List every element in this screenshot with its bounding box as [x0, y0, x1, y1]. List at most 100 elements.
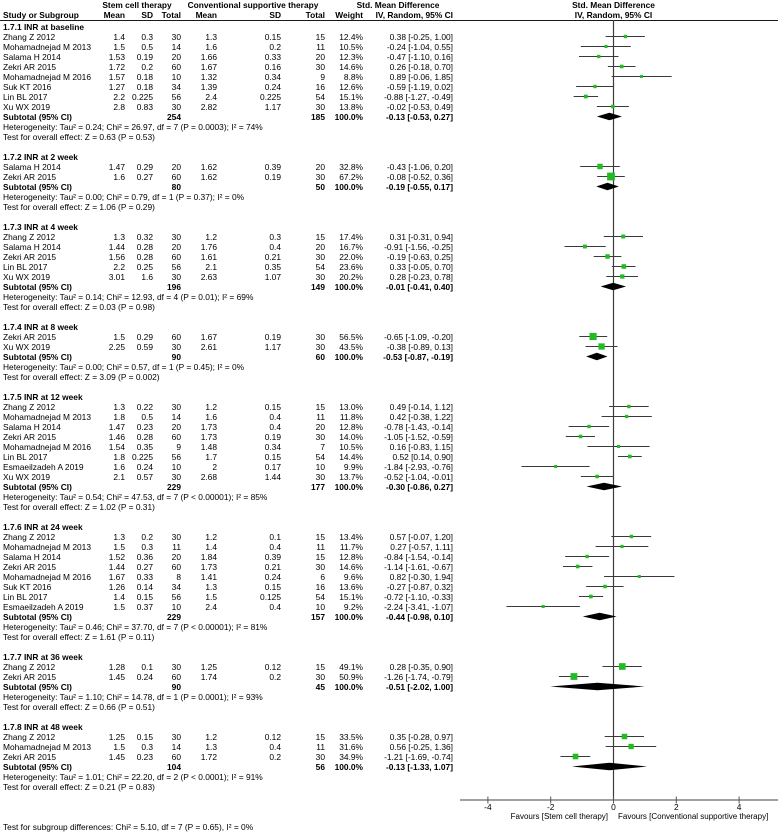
- ci-text: -1.05 [-1.52, -0.59]: [384, 431, 453, 442]
- spacer-row: [0, 382, 778, 392]
- subtotal-ci-text: -0.44 [-0.98, 0.10]: [385, 611, 453, 622]
- subtotal-total2: 50: [315, 181, 325, 192]
- sd1: 0.19: [136, 51, 153, 62]
- heterogeneity-text: Heterogeneity: Tau² = 1.10; Chi² = 14.78…: [3, 691, 263, 702]
- mean2: 1.62: [200, 171, 217, 182]
- total2: 54: [315, 261, 325, 272]
- subgroup-label-row: 1.7.1 INR at baseline: [0, 22, 778, 32]
- sd2: 0.4: [269, 741, 281, 752]
- sd2: 0.33: [264, 51, 281, 62]
- sd1: 0.5: [141, 41, 153, 52]
- col-sd1-header: SD: [141, 10, 153, 20]
- subtotal-sd1: [125, 112, 153, 122]
- sd2: 0.3: [269, 231, 281, 242]
- weight: 31.6%: [339, 741, 363, 752]
- ci-text: -2.24 [-3.41, -1.07]: [384, 601, 453, 612]
- weight: 12.8%: [339, 551, 363, 562]
- total1: 30: [171, 471, 181, 482]
- total2: 30: [315, 341, 325, 352]
- study-row: Suk KT 2016 1.26 0.14 34 1.3 0.15 16 13.6% -0.27…: [0, 582, 778, 592]
- study-row: Xu WX 2019 2.1 0.57 30 2.68 1.44 30 13.7% -0.52 …: [0, 472, 778, 482]
- axis-tick-label: 2: [673, 802, 679, 812]
- subtotal-mean2: [181, 682, 217, 692]
- heterogeneity-row: Heterogeneity: Tau² = 0.24; Chi² = 26.97…: [0, 122, 778, 132]
- study-row: Suk KT 2016 1.27 0.18 34 1.39 0.24 16 12.6% -0.5…: [0, 82, 778, 92]
- axis-tick-label: 4: [736, 802, 742, 812]
- study-row: Salama H 2014 1.47 0.29 20 1.62 0.39 20 32.8% -0…: [0, 162, 778, 172]
- overall-effect-row: Test for overall effect: Z = 3.09 (P = 0…: [0, 372, 778, 382]
- study-name: Mohamadnejad M 2016: [3, 71, 91, 82]
- subtotal-sd1: [125, 352, 153, 362]
- study-name: Esmaeilzadeh A 2019: [3, 461, 84, 472]
- subtotal-sd2: [217, 112, 281, 122]
- mean2: 2.61: [200, 341, 217, 352]
- sd1: 0.225: [132, 91, 153, 102]
- weight: 13.7%: [339, 471, 363, 482]
- sd2: 0.4: [269, 541, 281, 552]
- sd1: 0.27: [136, 171, 153, 182]
- study-name: Lin BL 2017: [3, 591, 48, 602]
- ci-text: 0.57 [-0.07, 1.20]: [389, 531, 453, 542]
- subtotal-ci-text: -0.30 [-0.86, 0.27]: [385, 481, 453, 492]
- subtotal-label: Subtotal (95% CI): [3, 481, 72, 492]
- mean2: 1.32: [200, 71, 217, 82]
- mean2: 1.73: [200, 431, 217, 442]
- mean2: 1.6: [205, 411, 217, 422]
- study-name: Zhang Z 2012: [3, 731, 56, 742]
- total1: 30: [171, 661, 181, 672]
- subtotal-total2: 149: [311, 281, 325, 292]
- group2-header: Conventional supportive therapy: [187, 0, 319, 10]
- mean2: 1.39: [200, 81, 217, 92]
- mean2: 1.73: [200, 561, 217, 572]
- mean1: 1.5: [113, 541, 125, 552]
- sd1: 0.28: [136, 431, 153, 442]
- study-name: Zhang Z 2012: [3, 661, 56, 672]
- mean1: 1.53: [108, 51, 125, 62]
- study-name: Zekri AR 2015: [3, 431, 57, 442]
- subtotal-row: Subtotal (95% CI) 104 56 100.0% -0.13 [-1.33…: [0, 762, 778, 772]
- subtotal-sd1: [125, 182, 153, 192]
- subgroup-label: 1.7.1 INR at baseline: [3, 21, 84, 32]
- sd2: 0.15: [264, 31, 281, 42]
- sd1: 0.225: [132, 451, 153, 462]
- mean1: 1.45: [108, 671, 125, 682]
- total1: 14: [171, 411, 181, 422]
- total2: 30: [315, 171, 325, 182]
- subgroup-label: 1.7.8 INR at 48 week: [3, 721, 83, 732]
- ci-text: -0.24 [-1.04, 0.55]: [386, 41, 453, 52]
- axis-tick-label: -4: [484, 802, 492, 812]
- study-name: Xu WX 2019: [3, 271, 51, 282]
- sd2: 0.12: [264, 661, 281, 672]
- col-mean1-header: Mean: [103, 10, 125, 20]
- subtotal-sd1: [125, 282, 153, 292]
- heterogeneity-row: Heterogeneity: Tau² = 0.54; Chi² = 47.53…: [0, 492, 778, 502]
- sd1: 0.24: [136, 671, 153, 682]
- weight: 20.2%: [339, 271, 363, 282]
- sd2: 0.4: [269, 421, 281, 432]
- total2: 30: [315, 101, 325, 112]
- sd1: 0.33: [136, 571, 153, 582]
- total1: 30: [171, 341, 181, 352]
- study-row: Lin BL 2017 2.2 0.25 56 2.1 0.35 54 23.6% 0.33 […: [0, 262, 778, 272]
- heterogeneity-row: Heterogeneity: Tau² = 0.14; Chi² = 12.93…: [0, 292, 778, 302]
- group1-header: Stem cell therapy: [102, 0, 172, 10]
- study-row: Lin BL 2017 1.4 0.15 56 1.5 0.125 54 15.1% -0.72…: [0, 592, 778, 602]
- total2: 10: [315, 461, 325, 472]
- overall-effect-row: Test for overall effect: Z = 0.21 (P = 0…: [0, 782, 778, 792]
- mean2: 1.41: [200, 571, 217, 582]
- ci-text: -0.43 [-1.06, 0.20]: [386, 161, 453, 172]
- subtotal-row: Subtotal (95% CI) 80 50 100.0% -0.19 [-0.55,…: [0, 182, 778, 192]
- study-row: Xu WX 2019 2.8 0.83 30 2.82 1.17 30 13.8% -0.02 …: [0, 102, 778, 112]
- sd2: 0.12: [264, 731, 281, 742]
- col-total1-header: Total: [161, 10, 181, 20]
- sd2: 0.19: [264, 431, 281, 442]
- weight: 8.8%: [343, 71, 363, 82]
- sd2: 0.16: [264, 61, 281, 72]
- subtotal-mean1: [92, 612, 125, 622]
- subtotal-ci-text: -0.13 [-0.53, 0.27]: [385, 111, 453, 122]
- plot-title-line1: Std. Mean Difference: [572, 0, 655, 10]
- sd1: 0.28: [136, 241, 153, 252]
- study-name: Zekri AR 2015: [3, 61, 57, 72]
- total2: 54: [315, 591, 325, 602]
- subtotal-label: Subtotal (95% CI): [3, 181, 72, 192]
